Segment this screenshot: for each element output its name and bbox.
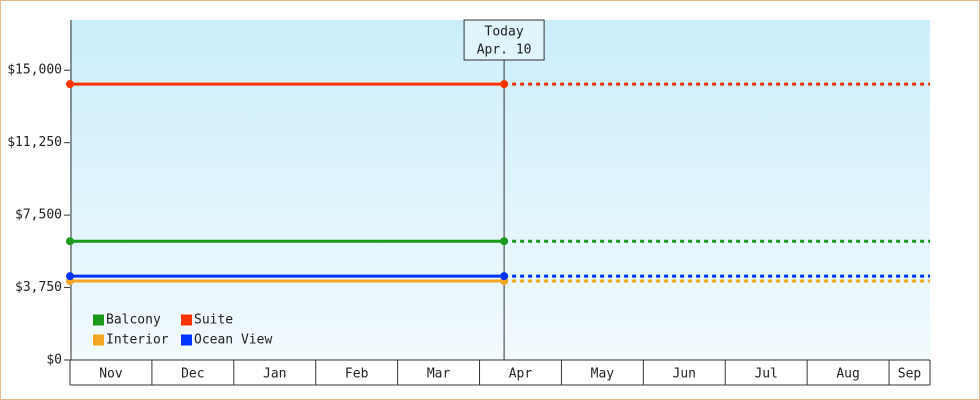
point	[66, 237, 74, 246]
y-tick-label: $11,250	[7, 135, 62, 150]
y-tick-label: $0	[46, 353, 62, 368]
legend-swatch	[181, 314, 192, 326]
x-tick-label: Aug	[836, 367, 859, 382]
point	[500, 272, 509, 281]
legend-label: Ocean View	[194, 333, 272, 348]
point	[66, 272, 74, 281]
legend-label: Interior	[106, 333, 169, 348]
x-tick-label: Jun	[673, 367, 696, 382]
legend-swatch	[93, 334, 104, 346]
today-title: Today	[485, 25, 524, 40]
point	[66, 80, 74, 89]
x-tick-label: Jul	[754, 367, 777, 382]
legend-swatch	[181, 334, 192, 346]
point	[500, 237, 509, 246]
x-tick-label: Feb	[345, 367, 369, 382]
y-tick-label: $7,500	[15, 208, 62, 223]
y-tick-label: $15,000	[7, 63, 62, 78]
point	[500, 80, 509, 89]
x-tick-label: Jan	[263, 367, 286, 382]
today-date: Apr. 10	[477, 43, 532, 58]
legend-swatch	[93, 314, 104, 326]
y-tick-label: $3,750	[15, 280, 62, 295]
legend-label: Balcony	[106, 313, 161, 328]
x-tick-label: May	[591, 367, 615, 382]
x-tick-label: Mar	[427, 367, 451, 382]
today-box	[463, 19, 545, 61]
x-tick-label: Sep	[898, 367, 922, 382]
x-tick-label: Nov	[99, 367, 123, 382]
plot-area	[70, 20, 930, 360]
x-tick-label: Dec	[181, 367, 204, 382]
legend-label: Suite	[194, 313, 233, 328]
x-tick-label: Apr	[509, 367, 533, 382]
